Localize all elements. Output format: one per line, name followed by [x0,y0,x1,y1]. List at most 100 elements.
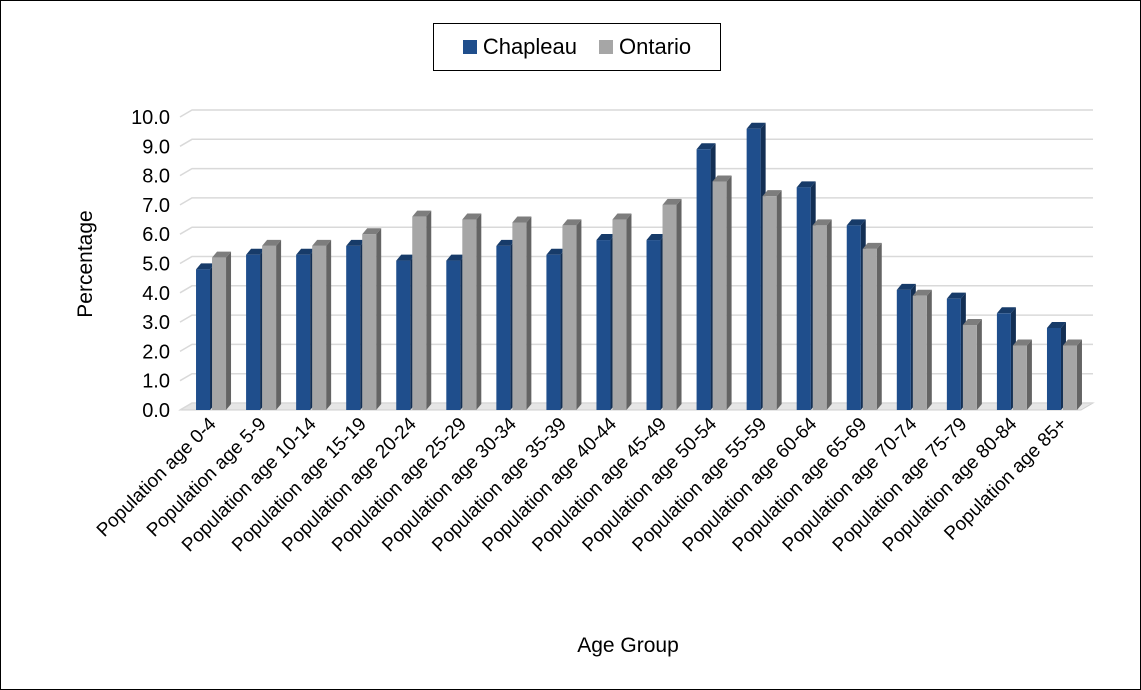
bar-side-ontario [526,216,532,410]
bar-chapleau [746,128,761,410]
bar-side-ontario [676,198,682,410]
bar-ontario [762,196,777,410]
bar-ontario [512,222,527,410]
bar-top-chapleau [646,234,666,241]
bar-ontario [612,219,627,410]
bar-top-chapleau [346,239,366,246]
y-tick-label: 6.0 [142,224,170,246]
bar-top-ontario [662,198,682,205]
bar-top-ontario [512,216,532,223]
gridline [179,343,1093,353]
gridline [179,226,1093,235]
bar-top-ontario [862,242,882,249]
bar-top-ontario [562,219,582,226]
y-tick-label: 0.0 [142,400,170,422]
bar-top-chapleau [696,143,716,150]
bar-chapleau [296,254,311,410]
bar-side-ontario [726,175,732,410]
bar-ontario [712,181,727,410]
bar-chapleau [446,260,461,410]
bar-chapleau [946,298,961,410]
bar-top-chapleau [446,254,466,261]
bar-top-ontario [912,289,932,296]
bar-top-chapleau [196,263,216,270]
gridline [179,109,1093,118]
bar-ontario [962,325,977,410]
bar-top-chapleau [546,248,566,255]
bar-ontario [812,225,827,410]
y-tick-label: 1.0 [142,371,170,393]
bar-chapleau [596,240,611,410]
bar-chapleau [896,289,911,410]
legend: Chapleau Ontario [433,23,721,71]
bar-chapleau [996,313,1011,410]
y-axis-title: Percentage [74,210,97,317]
legend-item-ontario: Ontario [599,34,691,60]
bar-top-chapleau [396,254,416,261]
bar-ontario [262,245,277,410]
bar-ontario [462,219,477,410]
bar-side-ontario [326,239,332,410]
bar-side-ontario [226,251,232,410]
gridline [179,197,1093,206]
y-tick-label: 8.0 [142,166,170,188]
bar-ontario [362,234,377,410]
bar-side-ontario [776,190,782,410]
bar-side-ontario [976,319,982,410]
bar-side-ontario [826,219,832,410]
bar-ontario [212,257,227,410]
bar-top-ontario [462,213,482,220]
bar-ontario [1062,345,1077,410]
y-tick-label: 10.0 [131,107,170,129]
gridline [179,138,1093,147]
bar-chapleau [696,149,711,411]
bar-ontario [662,204,677,410]
bar-side-ontario [626,213,632,410]
bar-top-ontario [312,239,332,246]
bar-top-chapleau [996,307,1016,314]
bar-top-chapleau [746,122,766,129]
bar-top-ontario [412,210,432,217]
legend-label-ontario: Ontario [619,34,692,59]
bar-top-chapleau [796,181,816,188]
bar-chapleau [246,254,261,410]
bar-chapleau [796,187,811,410]
bar-side-ontario [376,228,382,410]
bar-top-chapleau [846,219,866,226]
y-tick-label: 2.0 [142,341,170,363]
bar-ontario [312,245,327,410]
bar-top-ontario [762,190,782,197]
bar-top-ontario [1062,339,1082,346]
bar-top-chapleau [496,239,516,246]
legend-swatch-chapleau [462,40,477,54]
bar-chapleau [1046,327,1061,410]
bar-top-ontario [1012,339,1032,346]
bar-side-ontario [476,213,482,410]
bar-top-ontario [262,239,282,246]
bar-chapleau [546,254,561,410]
bar-top-chapleau [946,292,966,299]
bar-side-ontario [576,219,582,410]
gridline [179,167,1093,177]
bar-chapleau [846,225,861,410]
bar-chapleau [396,260,411,410]
bar-top-ontario [962,319,982,326]
bar-top-chapleau [896,283,916,290]
legend-item-chapleau: Chapleau [462,34,578,60]
gridline [179,285,1093,294]
bar-side-ontario [1076,339,1082,410]
bar-top-ontario [812,219,832,226]
bar-chapleau [196,269,211,410]
y-tick-label: 9.0 [142,136,170,158]
bar-side-ontario [276,239,282,410]
y-tick-label: 7.0 [142,195,170,217]
legend-label-chapleau: Chapleau [482,34,578,59]
bar-chapleau [346,245,361,410]
bar-top-ontario [612,213,632,220]
bar-ontario [562,225,577,410]
legend-swatch-ontario [599,40,614,54]
y-tick-label: 4.0 [142,283,170,305]
bar-chapleau [496,245,511,410]
bar-side-ontario [1026,339,1032,410]
